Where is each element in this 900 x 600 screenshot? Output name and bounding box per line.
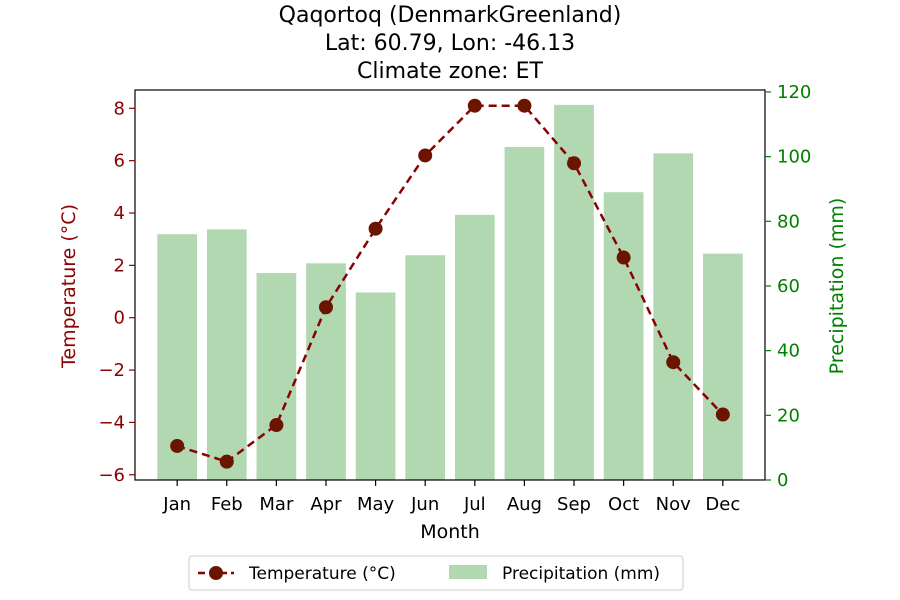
precipitation-bar-jun xyxy=(405,255,446,480)
right-tick-label: 0 xyxy=(777,470,788,491)
x-tick-label: Oct xyxy=(608,494,639,515)
x-tick-label: Jul xyxy=(463,494,486,515)
precipitation-bar-aug xyxy=(504,146,545,481)
temperature-series xyxy=(170,98,730,469)
precipitation-bar-mar xyxy=(256,273,297,480)
precipitation-bar-apr xyxy=(306,263,346,480)
chart-title: Qaqortoq (DenmarkGreenland) Lat: 60.79, … xyxy=(279,3,622,84)
legend-precipitation-label: Precipitation (mm) xyxy=(502,564,660,584)
temperature-point-dec xyxy=(715,407,730,422)
temperature-point-jun xyxy=(418,148,433,163)
x-tick-label: Feb xyxy=(211,494,243,515)
temperature-point-mar xyxy=(269,418,284,433)
legend-temperature-label: Temperature (°C) xyxy=(248,564,396,584)
right-tick-label: 20 xyxy=(777,405,800,426)
plot-border xyxy=(134,89,766,481)
precipitation-bar-may xyxy=(355,292,396,480)
left-tick-label: −4 xyxy=(98,412,125,433)
left-tick-label: 8 xyxy=(114,98,125,119)
title-line-1: Qaqortoq (DenmarkGreenland) xyxy=(279,3,622,28)
title-line-3: Climate zone: ET xyxy=(357,59,543,84)
x-tick-label: Jan xyxy=(162,494,191,515)
left-y-axis-label: Temperature (°C) xyxy=(58,204,80,369)
right-tick-label: 60 xyxy=(777,276,800,297)
x-tick-label: Mar xyxy=(259,494,294,515)
right-tick-label: 80 xyxy=(777,211,800,232)
plot-frame xyxy=(134,89,766,481)
x-tick-label: May xyxy=(357,494,395,515)
precipitation-bars xyxy=(157,104,743,481)
x-tick-label: Aug xyxy=(507,494,542,515)
precipitation-bar-jul xyxy=(454,214,495,480)
temperature-point-nov xyxy=(666,355,681,370)
legend-box xyxy=(188,555,684,591)
left-tick-label: 2 xyxy=(114,255,125,276)
left-y-axis: −6 −4 −2 0 2 4 6 8 xyxy=(98,98,135,486)
temperature-point-jul xyxy=(467,98,482,113)
temperature-point-apr xyxy=(318,300,333,315)
right-tick-label: 100 xyxy=(777,147,811,168)
left-tick-label: 6 xyxy=(114,151,125,172)
x-tick-label: Nov xyxy=(656,494,691,515)
temperature-point-oct xyxy=(616,250,631,265)
legend-temperature-marker xyxy=(209,566,223,580)
right-y-axis: 0 20 40 60 80 100 120 xyxy=(765,82,811,491)
left-tick-label: 4 xyxy=(114,203,125,224)
temperature-point-feb xyxy=(219,454,234,469)
precipitation-bar-feb xyxy=(206,229,247,480)
temperature-point-jan xyxy=(170,438,185,453)
precipitation-bar-nov xyxy=(653,153,694,480)
left-tick-label: 0 xyxy=(114,308,125,329)
precipitation-bar-dec xyxy=(702,253,743,480)
precipitation-bar-oct xyxy=(603,192,644,480)
x-tick-label: Jun xyxy=(410,494,439,515)
title-line-2: Lat: 60.79, Lon: -46.13 xyxy=(325,31,575,56)
right-y-axis-label: Precipitation (mm) xyxy=(826,198,848,375)
x-tick-label: Sep xyxy=(557,494,591,515)
legend-precipitation-swatch xyxy=(449,565,487,579)
temperature-point-aug xyxy=(517,98,532,113)
x-axis: Jan Feb Mar Apr May Jun Jul Aug Sep Oct Nov Dec xyxy=(162,480,740,515)
legend: Temperature (°C) Precipitation (mm) xyxy=(188,555,684,591)
right-tick-label: 40 xyxy=(777,341,800,362)
x-tick-label: Dec xyxy=(705,494,740,515)
x-tick-label: Apr xyxy=(310,494,342,515)
left-tick-label: −6 xyxy=(98,465,125,486)
temperature-line xyxy=(176,104,724,464)
temperature-point-sep xyxy=(567,156,582,171)
left-tick-label: −2 xyxy=(98,360,125,381)
temperature-point-may xyxy=(368,221,383,236)
x-axis-label: Month xyxy=(420,521,480,543)
right-tick-label: 120 xyxy=(777,82,811,103)
